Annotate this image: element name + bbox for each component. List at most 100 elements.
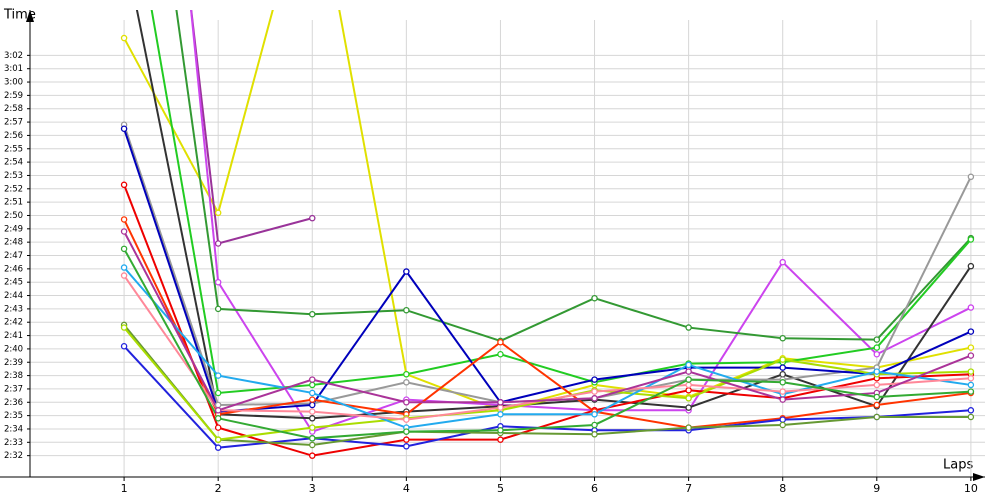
y-tick-label: 2:51 (4, 198, 23, 208)
x-tick-label: 4 (403, 482, 410, 495)
series-line (150, 10, 972, 395)
point (873, 350, 881, 358)
x-tick-label: 6 (591, 482, 598, 495)
point (967, 413, 975, 421)
point (214, 444, 222, 451)
y-tick-label: 2:46 (4, 264, 23, 274)
point (309, 401, 316, 409)
point (967, 344, 975, 351)
y-tick-label: 2:54 (4, 158, 23, 168)
point (591, 388, 598, 395)
point (779, 356, 786, 363)
point (967, 304, 975, 311)
point (309, 389, 316, 397)
x-tick-label: 5 (497, 482, 504, 495)
x-tick-label: 2 (215, 482, 222, 495)
point (309, 376, 316, 383)
point (309, 214, 316, 222)
point (873, 381, 881, 389)
point (120, 245, 128, 253)
y-tick-label: 2:41 (4, 331, 23, 341)
point (591, 376, 598, 383)
y-tick-label: 2:59 (4, 91, 23, 101)
point (214, 305, 222, 313)
y-tick-label: 2:47 (4, 251, 23, 261)
point (591, 411, 598, 418)
point (873, 368, 881, 375)
point (214, 389, 222, 397)
x-axis-arrow (973, 473, 985, 481)
point (120, 216, 128, 223)
point (967, 368, 975, 375)
point (685, 368, 692, 375)
y-tick-label: 2:32 (4, 451, 23, 461)
y-tick-label: 3:01 (4, 64, 23, 74)
series-line (135, 10, 972, 420)
point (685, 424, 692, 431)
point (403, 268, 410, 275)
point (309, 424, 316, 431)
point (873, 344, 881, 351)
y-tick-label: 3:02 (4, 51, 23, 61)
series-line (190, 10, 972, 433)
point (685, 376, 692, 383)
y-tick-label: 2:37 (4, 384, 23, 394)
point (403, 399, 410, 406)
point (967, 328, 975, 335)
y-tick-label: 2:44 (4, 291, 23, 301)
point (779, 388, 786, 395)
y-tick-label: 2:40 (4, 344, 23, 354)
point (497, 399, 504, 406)
point (497, 338, 504, 346)
point (309, 310, 316, 318)
point (214, 424, 222, 431)
point (214, 209, 222, 217)
point (309, 435, 316, 442)
point (967, 173, 975, 181)
series-line (123, 10, 972, 412)
point (591, 395, 598, 402)
point (309, 441, 316, 449)
point (779, 396, 786, 403)
series-line (123, 326, 971, 441)
y-tick-label: 2:33 (4, 438, 23, 448)
point (779, 416, 786, 423)
y-tick-label: 2:38 (4, 371, 23, 381)
y-tick-label: 2:53 (4, 171, 23, 181)
series-line (123, 248, 971, 440)
y-tick-label: 2:52 (4, 184, 23, 194)
y-tick-label: 2:48 (4, 238, 23, 248)
y-tick-label: 2:50 (4, 211, 23, 221)
point (309, 415, 316, 422)
point (685, 361, 692, 369)
series-line (123, 124, 972, 406)
point (967, 381, 975, 389)
point (120, 272, 128, 279)
point (779, 334, 786, 342)
point (779, 421, 786, 429)
series-line (123, 266, 972, 429)
point (120, 264, 128, 271)
point (403, 306, 410, 314)
point (497, 411, 504, 418)
y-tick-label: 2:58 (4, 104, 23, 114)
point (214, 372, 222, 379)
point (967, 352, 975, 359)
point (873, 336, 881, 343)
y-tick-label: 2:42 (4, 318, 23, 328)
point (309, 381, 316, 389)
x-tick-label: 10 (964, 482, 978, 495)
point (120, 125, 128, 133)
y-tick-label: 2:56 (4, 131, 23, 141)
point (497, 436, 504, 443)
point (120, 228, 128, 235)
y-tick-label: 2:39 (4, 358, 23, 368)
point (120, 181, 128, 189)
point (120, 324, 128, 331)
x-tick-label: 9 (873, 482, 880, 495)
point (967, 388, 975, 395)
point (779, 364, 786, 371)
series-line (123, 324, 971, 446)
point (497, 404, 504, 411)
